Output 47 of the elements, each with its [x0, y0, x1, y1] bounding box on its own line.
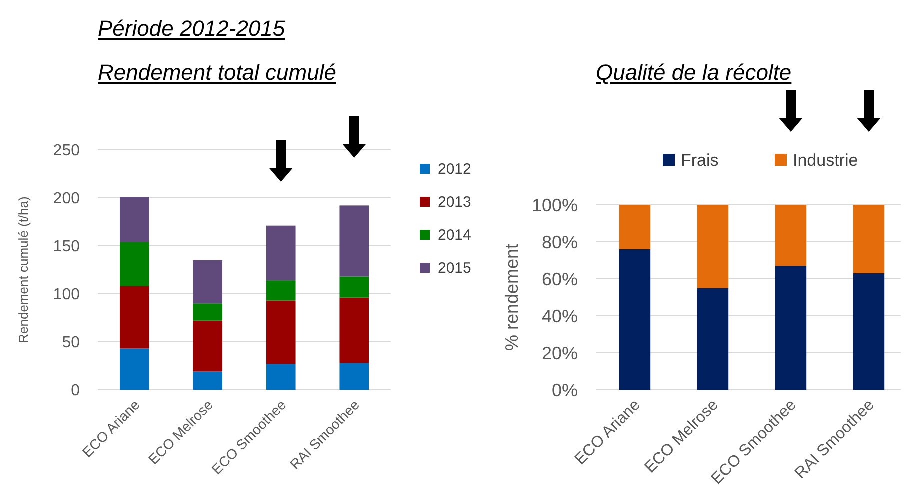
- bar: [120, 286, 150, 349]
- bar: [697, 205, 729, 288]
- legend-label: Frais: [681, 151, 719, 170]
- bar: [340, 276, 370, 298]
- bar: [266, 226, 296, 281]
- legend-label: 2014: [438, 227, 472, 244]
- chart-title: Période 2012-2015: [98, 16, 286, 41]
- y-tick-label: 40%: [542, 306, 578, 326]
- bar: [193, 260, 223, 304]
- chart-subtitle: Rendement total cumulé: [98, 60, 336, 85]
- bar: [193, 372, 223, 390]
- bar: [619, 205, 651, 250]
- chart-title: Qualité de la récolte: [596, 60, 792, 85]
- bar: [775, 205, 807, 266]
- y-tick-label: 0%: [552, 380, 578, 400]
- y-tick-label: 20%: [542, 343, 578, 364]
- y-tick-label: 250: [53, 142, 80, 160]
- y-tick-label: 200: [53, 190, 80, 208]
- bar: [340, 206, 370, 277]
- y-tick-label: 150: [53, 238, 80, 256]
- y-tick-label: 80%: [542, 232, 578, 252]
- bar: [266, 300, 296, 364]
- bar: [120, 242, 150, 286]
- bar: [853, 205, 885, 274]
- y-tick-label: 100: [53, 286, 80, 304]
- bar: [853, 273, 885, 390]
- bar: [340, 298, 370, 364]
- bar: [193, 320, 223, 372]
- y-axis-title: Rendement cumulé (t/ha): [16, 196, 31, 344]
- bar: [266, 364, 296, 390]
- y-axis-title: % rendement: [502, 244, 522, 352]
- legend-label: Industrie: [793, 151, 858, 170]
- y-tick-label: 50: [62, 334, 80, 352]
- y-tick-label: 100%: [532, 195, 578, 216]
- legend-label: 2012: [438, 161, 472, 178]
- bar: [697, 288, 729, 390]
- bar: [266, 280, 296, 301]
- y-tick-label: 60%: [542, 269, 578, 290]
- bar: [619, 249, 651, 390]
- legend-label: 2015: [438, 260, 472, 277]
- legend-label: 2013: [438, 194, 472, 211]
- bar: [775, 266, 807, 390]
- bar: [120, 197, 150, 242]
- bar: [120, 348, 150, 390]
- y-tick-label: 0: [71, 382, 80, 400]
- bar: [193, 304, 223, 321]
- bar: [340, 363, 370, 390]
